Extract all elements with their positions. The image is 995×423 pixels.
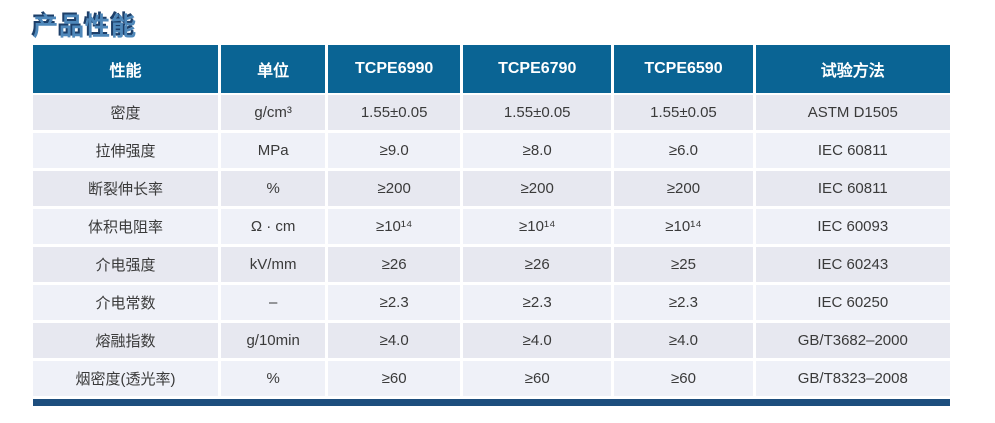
table-cell: 烟密度(透光率) <box>33 361 221 399</box>
table-cell: ≥200 <box>328 171 464 209</box>
table-cell: ≥10¹⁴ <box>614 209 756 247</box>
table-cell: 1.55±0.05 <box>463 95 615 133</box>
table-row: 烟密度(透光率)% ≥60 ≥60 ≥60 GB/T8323–2008 <box>33 361 950 399</box>
table-cell: ≥4.0 <box>614 323 756 361</box>
table-cell: IEC 60093 <box>755 209 950 247</box>
table-cell: ≥60 <box>328 361 464 399</box>
table-cell: ≥2.3 <box>614 285 756 323</box>
table-cell: ASTM D1505 <box>755 95 950 133</box>
table-cell: 1.55±0.05 <box>614 95 756 133</box>
table-cell: ≥26 <box>463 247 615 285</box>
table-cell: ≥10¹⁴ <box>463 209 615 247</box>
table-cell: IEC 60811 <box>755 133 950 171</box>
table-bottom-accent-bar <box>33 399 950 406</box>
table-cell: ≥8.0 <box>463 133 615 171</box>
table-header: 性能 单位 TCPE6990 TCPE6790 TCPE6590 试验方法 <box>33 45 950 95</box>
table-cell: ≥25 <box>614 247 756 285</box>
table-cell: ≥200 <box>614 171 756 209</box>
table-cell: ≥2.3 <box>463 285 615 323</box>
table-cell: ≥60 <box>614 361 756 399</box>
column-header: TCPE6990 <box>328 45 464 95</box>
table-cell: ≥26 <box>328 247 464 285</box>
column-header: 单位 <box>220 45 329 95</box>
table-row: 断裂伸长率% ≥200 ≥200 ≥200 IEC 60811 <box>33 171 950 209</box>
table-cell: MPa <box>220 133 329 171</box>
table-row: 拉伸强度 MPa ≥9.0 ≥8.0 ≥6.0 IEC 60811 <box>33 133 950 171</box>
table-cell: 熔融指数 <box>33 323 221 361</box>
column-header: 试验方法 <box>755 45 950 95</box>
table-cell: 介电强度 <box>33 247 221 285</box>
table-cell: GB/T8323–2008 <box>755 361 950 399</box>
table-cell: % <box>220 171 329 209</box>
table-cell: Ω · cm <box>220 209 329 247</box>
table-cell: IEC 60250 <box>755 285 950 323</box>
table-cell: 1.55±0.05 <box>328 95 464 133</box>
table-cell: 密度 <box>33 95 221 133</box>
column-header: TCPE6790 <box>463 45 615 95</box>
table-row: 介电常数 – ≥2.3 ≥2.3 ≥2.3 IEC 60250 <box>33 285 950 323</box>
column-header: TCPE6590 <box>614 45 756 95</box>
table-cell: ≥9.0 <box>328 133 464 171</box>
table-cell: g/cm³ <box>220 95 329 133</box>
table-cell: ≥60 <box>463 361 615 399</box>
table-cell: ≥4.0 <box>463 323 615 361</box>
table-cell: 断裂伸长率 <box>33 171 221 209</box>
table-row: 熔融指数 g/10min ≥4.0 ≥4.0 ≥4.0 GB/T3682–2000 <box>33 323 950 361</box>
section-title: 产品性能 <box>33 13 138 41</box>
table-cell: g/10min <box>220 323 329 361</box>
header-row: 性能 单位 TCPE6990 TCPE6790 TCPE6590 试验方法 <box>33 45 950 95</box>
table-cell: IEC 60811 <box>755 171 950 209</box>
table-cell: ≥10¹⁴ <box>328 209 464 247</box>
table-row: 密度 g/cm³ 1.55±0.05 1.55±0.05 1.55±0.05 ASTM D… <box>33 95 950 133</box>
table-cell: IEC 60243 <box>755 247 950 285</box>
table-cell: 体积电阻率 <box>33 209 221 247</box>
column-header: 性能 <box>33 45 221 95</box>
table-cell: % <box>220 361 329 399</box>
table-cell: ≥200 <box>463 171 615 209</box>
performance-table-container: 性能 单位 TCPE6990 TCPE6790 TCPE6590 试验方法 密度 g/cm³… <box>33 45 950 406</box>
table-cell: GB/T3682–2000 <box>755 323 950 361</box>
performance-table: 性能 单位 TCPE6990 TCPE6790 TCPE6590 试验方法 密度 g/cm³… <box>33 45 950 399</box>
table-cell: ≥4.0 <box>328 323 464 361</box>
table-row: 体积电阻率 Ω · cm ≥10¹⁴ ≥10¹⁴ ≥10¹⁴ IEC 60093 <box>33 209 950 247</box>
table-cell: ≥6.0 <box>614 133 756 171</box>
table-body: 密度 g/cm³ 1.55±0.05 1.55±0.05 1.55±0.05 ASTM D… <box>33 95 950 399</box>
table-row: 介电强度 kV/mm ≥26 ≥26 ≥25 IEC 60243 <box>33 247 950 285</box>
table-cell: 拉伸强度 <box>33 133 221 171</box>
table-cell: 介电常数 <box>33 285 221 323</box>
table-cell: ≥2.3 <box>328 285 464 323</box>
table-cell: kV/mm <box>220 247 329 285</box>
table-cell: – <box>220 285 329 323</box>
